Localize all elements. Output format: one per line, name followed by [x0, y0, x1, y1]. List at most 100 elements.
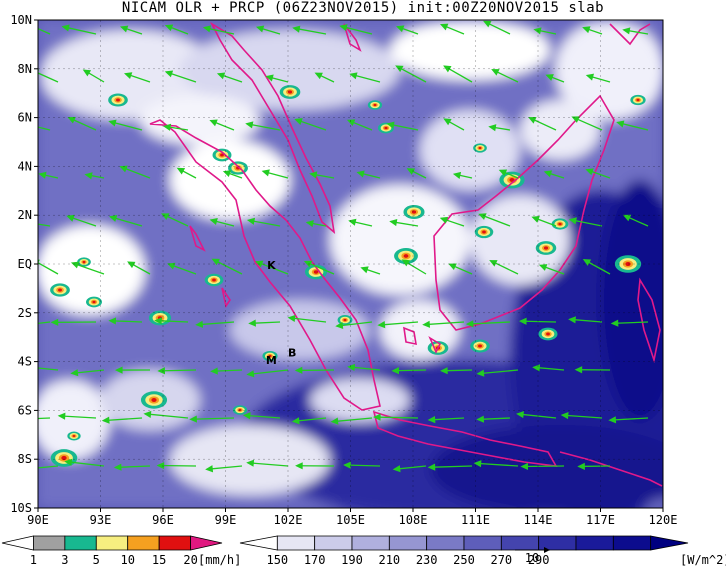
wind-arrowhead [303, 260, 313, 268]
wind-arrowhead [443, 118, 452, 126]
precip-cell [116, 98, 120, 102]
precip-cell [72, 434, 76, 438]
wind-arrowhead [389, 218, 398, 227]
wind-arrowhead [108, 317, 117, 325]
wind-arrow [247, 462, 289, 467]
wind-arrowhead [440, 23, 449, 31]
olr-colorbar: 150 170 190 210 230 250 270 290 [W/m^2] 10 [239, 535, 726, 567]
precip-cell [287, 90, 293, 94]
lon-tick-label: 111E [461, 513, 490, 527]
wind-arrowhead [314, 72, 323, 80]
precip-cell [625, 261, 631, 267]
wind-arrowhead [360, 266, 369, 274]
colorbar-swatch [426, 535, 465, 551]
wind-arrowhead [582, 259, 592, 266]
wind-arrowhead [164, 24, 174, 32]
wind-arrowhead [164, 70, 174, 78]
wind-arrowhead [585, 168, 594, 176]
wind-arrowhead [545, 74, 554, 81]
place-label: M [266, 354, 277, 367]
wind-arrowhead [123, 72, 133, 80]
wind-arrowhead [585, 73, 595, 81]
wind-arrowhead [516, 411, 524, 419]
lat-tick-label: 4S [18, 355, 32, 369]
wind-arrow [144, 413, 189, 419]
lon-tick-label: 120E [649, 513, 678, 527]
wind-arrowhead [574, 366, 583, 374]
wind-arrowhead [114, 366, 123, 374]
wind-arrowhead [309, 171, 318, 179]
wind-arrowhead [483, 20, 492, 28]
lat-tick-label: 8S [18, 452, 32, 466]
malay-peninsula-coast [210, 21, 336, 234]
wind-arrowhead [343, 461, 351, 469]
colorbar-unit: [W/m^2] [680, 553, 726, 567]
place-label: B [288, 347, 296, 360]
precip-cell [61, 455, 67, 461]
wind-arrow [38, 72, 59, 83]
lon-tick-label: 102E [274, 513, 303, 527]
wind-arrowhead [261, 169, 270, 177]
colorbar-label: 170 [304, 553, 326, 567]
wind-arrowhead [246, 459, 255, 467]
wind-arrowhead [113, 463, 122, 471]
wind-arrowhead [582, 26, 591, 34]
colorbar-label: 20 [183, 553, 197, 567]
wind-arrowhead [448, 263, 457, 271]
wind-arrowhead [255, 25, 265, 33]
precip-cell [384, 126, 388, 130]
place-label: K [267, 259, 276, 272]
wind-vectors [18, 20, 649, 473]
lat-tick-label: 2N [18, 208, 32, 222]
wind-arrow [190, 417, 235, 420]
wind-arrowhead [427, 416, 436, 424]
wind-arrow [158, 369, 197, 372]
precip-cell [558, 222, 562, 226]
wind-arrow [429, 465, 473, 468]
wind-arrow [38, 367, 59, 371]
wind-arrowhead [61, 24, 70, 32]
wind-arrowhead [82, 69, 92, 77]
wind-arrowhead [498, 169, 508, 177]
wind-arrowhead [452, 171, 462, 179]
lat-tick-label: 8N [18, 62, 32, 76]
wind-arrowhead [339, 24, 348, 32]
wind-arrowhead [577, 462, 585, 470]
lon-tick-label: 99E [215, 513, 237, 527]
lat-tick-label: 6N [18, 111, 32, 125]
precip-cell [546, 332, 550, 336]
wind-arrowhead [391, 367, 400, 375]
wind-arrowhead [386, 121, 395, 129]
wind-arrowhead [167, 262, 176, 270]
wind-arrowhead [294, 118, 303, 125]
wind-arrowhead [294, 366, 303, 374]
wind-arrowhead [571, 116, 580, 123]
lon-tick-label: 114E [524, 513, 553, 527]
precip-cell [58, 288, 62, 292]
belitung-coast [428, 336, 442, 354]
vector-reference-arrowhead [544, 547, 550, 553]
sumatra-coast [149, 119, 381, 411]
colorbar-swatch [463, 535, 502, 551]
colorbar-swatch [64, 535, 97, 551]
precip-cell [151, 397, 157, 403]
lon-tick-label: 117E [586, 513, 615, 527]
wind-arrowhead [18, 467, 24, 472]
precip-cell [478, 344, 482, 348]
wind-arrow [374, 416, 419, 419]
colorbar-label: 5 [93, 553, 100, 567]
wind-arrowhead [291, 417, 300, 425]
wind-arrowhead [305, 220, 314, 228]
wind-arrowhead [622, 27, 631, 35]
bangka-coast [403, 326, 417, 346]
wind-arrowhead [622, 214, 632, 222]
wind-arrowhead [84, 172, 93, 180]
wind-arrow [562, 414, 603, 419]
wind-arrowhead [255, 260, 264, 268]
wind-arrowhead [608, 416, 617, 424]
lon-tick-label: 96E [152, 513, 174, 527]
colorbar-swatch [575, 535, 614, 551]
colorbar-swatch [190, 535, 223, 551]
wind-arrow [423, 321, 465, 326]
precip-cell [373, 103, 377, 107]
